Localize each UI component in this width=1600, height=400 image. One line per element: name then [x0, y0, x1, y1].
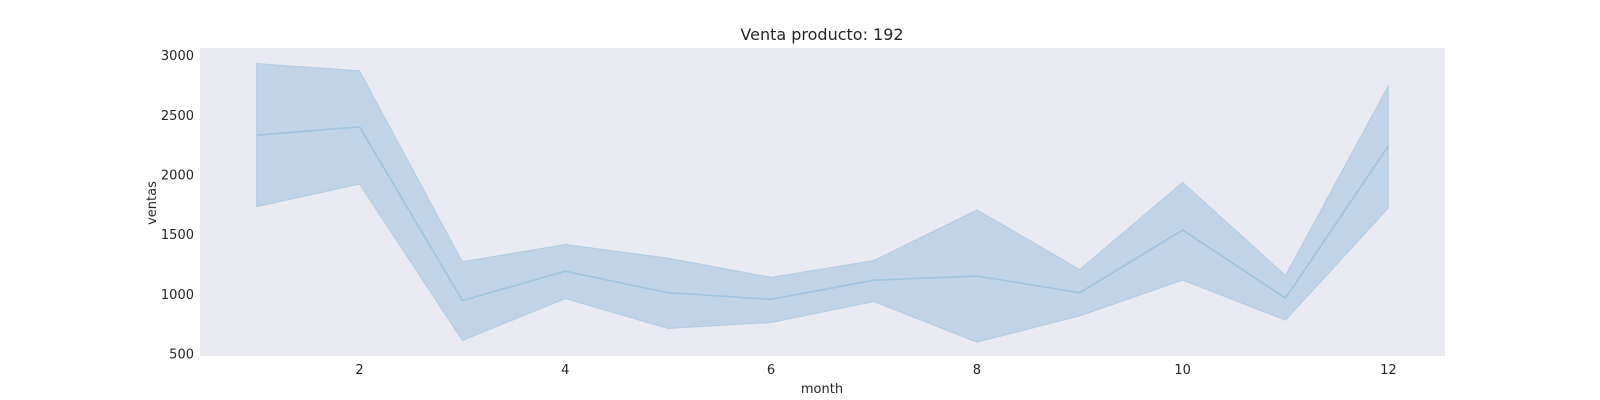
confidence-band [256, 62, 1389, 343]
x-tick-label: 4 [561, 363, 569, 378]
y-tick-label: 3000 [161, 49, 194, 64]
x-tick-label: 12 [1380, 363, 1397, 378]
y-axis-ticks: 500 1000 1500 2000 2500 3000 [161, 49, 194, 362]
x-axis-ticks: 2 4 6 8 10 12 [355, 363, 1396, 378]
x-tick-label: 8 [973, 363, 981, 378]
x-tick-label: 2 [355, 363, 363, 378]
y-tick-label: 2000 [161, 169, 194, 184]
y-tick-label: 500 [169, 348, 194, 363]
x-tick-label: 10 [1174, 363, 1191, 378]
y-tick-label: 1500 [161, 228, 194, 243]
y-axis-label: ventas [145, 181, 160, 225]
chart-title: Venta producto: 192 [740, 25, 903, 44]
x-axis-label: month [801, 382, 843, 397]
x-tick-label: 6 [767, 363, 775, 378]
y-tick-label: 2500 [161, 109, 194, 124]
mean-line [256, 125, 1390, 302]
y-tick-label: 1000 [161, 288, 194, 303]
